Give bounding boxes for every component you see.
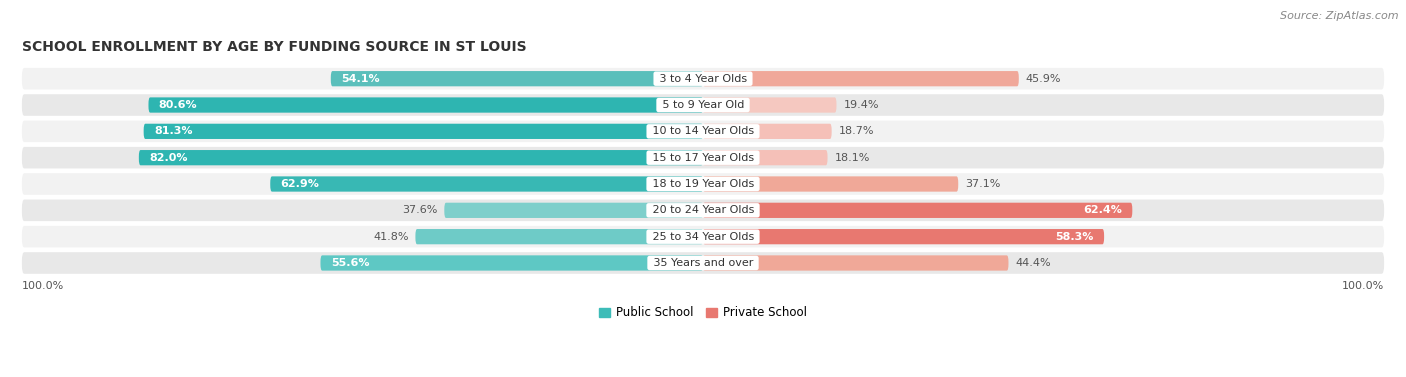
FancyBboxPatch shape [703,150,828,165]
FancyBboxPatch shape [703,97,837,113]
Text: 100.0%: 100.0% [22,281,65,291]
FancyBboxPatch shape [22,252,1384,274]
Text: 100.0%: 100.0% [1341,281,1384,291]
FancyBboxPatch shape [415,229,703,244]
Text: 62.4%: 62.4% [1083,205,1122,215]
Text: 45.9%: 45.9% [1025,74,1062,84]
FancyBboxPatch shape [149,97,703,113]
FancyBboxPatch shape [703,124,832,139]
Text: 41.8%: 41.8% [373,231,409,242]
Text: 18.7%: 18.7% [838,126,875,136]
FancyBboxPatch shape [444,203,703,218]
Text: 58.3%: 58.3% [1056,231,1094,242]
Text: Source: ZipAtlas.com: Source: ZipAtlas.com [1281,11,1399,21]
FancyBboxPatch shape [22,121,1384,142]
FancyBboxPatch shape [143,124,703,139]
Text: 3 to 4 Year Olds: 3 to 4 Year Olds [655,74,751,84]
FancyBboxPatch shape [321,255,703,271]
FancyBboxPatch shape [703,71,1019,86]
FancyBboxPatch shape [703,229,1104,244]
Text: 5 to 9 Year Old: 5 to 9 Year Old [658,100,748,110]
FancyBboxPatch shape [703,203,1132,218]
Text: 44.4%: 44.4% [1015,258,1050,268]
FancyBboxPatch shape [22,173,1384,195]
Text: 20 to 24 Year Olds: 20 to 24 Year Olds [648,205,758,215]
FancyBboxPatch shape [22,147,1384,169]
Text: 10 to 14 Year Olds: 10 to 14 Year Olds [648,126,758,136]
Text: 82.0%: 82.0% [149,153,187,162]
Text: 18 to 19 Year Olds: 18 to 19 Year Olds [648,179,758,189]
FancyBboxPatch shape [139,150,703,165]
Text: 19.4%: 19.4% [844,100,879,110]
Text: 55.6%: 55.6% [330,258,370,268]
FancyBboxPatch shape [703,255,1008,271]
Text: 35 Years and over: 35 Years and over [650,258,756,268]
Legend: Public School, Private School: Public School, Private School [593,302,813,324]
Text: 54.1%: 54.1% [342,74,380,84]
Text: 81.3%: 81.3% [155,126,193,136]
FancyBboxPatch shape [22,199,1384,221]
Text: SCHOOL ENROLLMENT BY AGE BY FUNDING SOURCE IN ST LOUIS: SCHOOL ENROLLMENT BY AGE BY FUNDING SOUR… [22,40,526,54]
FancyBboxPatch shape [22,226,1384,247]
Text: 37.1%: 37.1% [965,179,1001,189]
Text: 62.9%: 62.9% [281,179,319,189]
Text: 80.6%: 80.6% [159,100,197,110]
FancyBboxPatch shape [22,68,1384,89]
Text: 37.6%: 37.6% [402,205,437,215]
FancyBboxPatch shape [22,94,1384,116]
Text: 18.1%: 18.1% [834,153,870,162]
FancyBboxPatch shape [703,176,959,192]
Text: 25 to 34 Year Olds: 25 to 34 Year Olds [648,231,758,242]
FancyBboxPatch shape [270,176,703,192]
Text: 15 to 17 Year Olds: 15 to 17 Year Olds [648,153,758,162]
FancyBboxPatch shape [330,71,703,86]
